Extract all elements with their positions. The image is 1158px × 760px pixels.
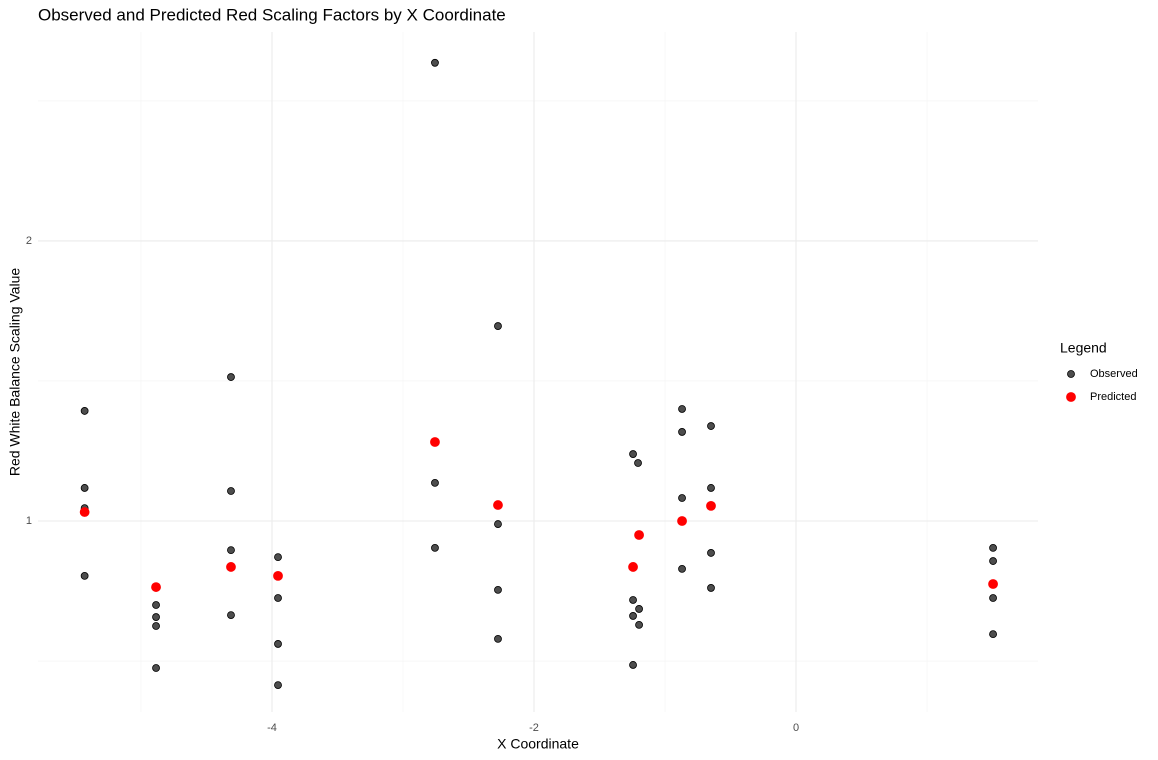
point (79, 507, 90, 517)
legend-title: Legend (1060, 340, 1107, 356)
point (493, 500, 503, 510)
point (494, 322, 502, 330)
x-axis-title: X Coordinate (497, 736, 579, 752)
point (226, 562, 236, 572)
point (988, 579, 998, 589)
point (431, 479, 439, 487)
point (274, 553, 282, 562)
point (152, 622, 160, 630)
point (628, 562, 638, 572)
y-tick-label: 1 (26, 515, 32, 527)
point (80, 407, 89, 415)
point (629, 450, 637, 458)
point (152, 601, 160, 609)
point (635, 620, 643, 629)
point (274, 594, 282, 602)
chart-title: Observed and Predicted Red Scaling Facto… (38, 5, 506, 24)
point (677, 516, 687, 526)
point (494, 520, 502, 528)
point (227, 487, 235, 495)
point (678, 494, 686, 502)
point (989, 543, 997, 552)
point (80, 571, 89, 580)
point (152, 664, 160, 672)
point (629, 661, 637, 669)
point (274, 640, 282, 648)
legend-marker (1067, 370, 1075, 378)
point (227, 611, 235, 619)
point (989, 630, 997, 639)
point (635, 605, 643, 613)
point (706, 500, 716, 511)
y-tick-label: 2 (26, 235, 32, 247)
point (227, 546, 235, 555)
point (707, 484, 715, 492)
point (274, 681, 282, 690)
point (494, 635, 502, 643)
point (707, 422, 715, 430)
point (707, 549, 715, 557)
point (80, 484, 89, 492)
point (678, 564, 686, 573)
y-axis-title: Red White Balance Scaling Value (7, 268, 23, 477)
x-tick-label: 0 (793, 722, 799, 734)
x-tick-label: -4 (267, 722, 277, 734)
point (989, 557, 997, 565)
point (634, 459, 642, 467)
point (273, 570, 283, 581)
point (494, 585, 502, 594)
point (431, 58, 439, 67)
point (678, 405, 686, 413)
point (151, 582, 161, 592)
point (678, 428, 686, 436)
point (629, 596, 637, 604)
point (634, 530, 644, 540)
x-tick-label: -2 (529, 722, 539, 734)
point (989, 594, 997, 602)
legend-label: Predicted (1090, 391, 1136, 403)
point (431, 543, 439, 552)
point (707, 584, 715, 592)
point (430, 437, 440, 447)
legend-marker (1066, 392, 1076, 402)
point (152, 613, 160, 621)
point (629, 612, 637, 620)
point (227, 373, 235, 381)
legend-label: Observed (1090, 368, 1138, 380)
